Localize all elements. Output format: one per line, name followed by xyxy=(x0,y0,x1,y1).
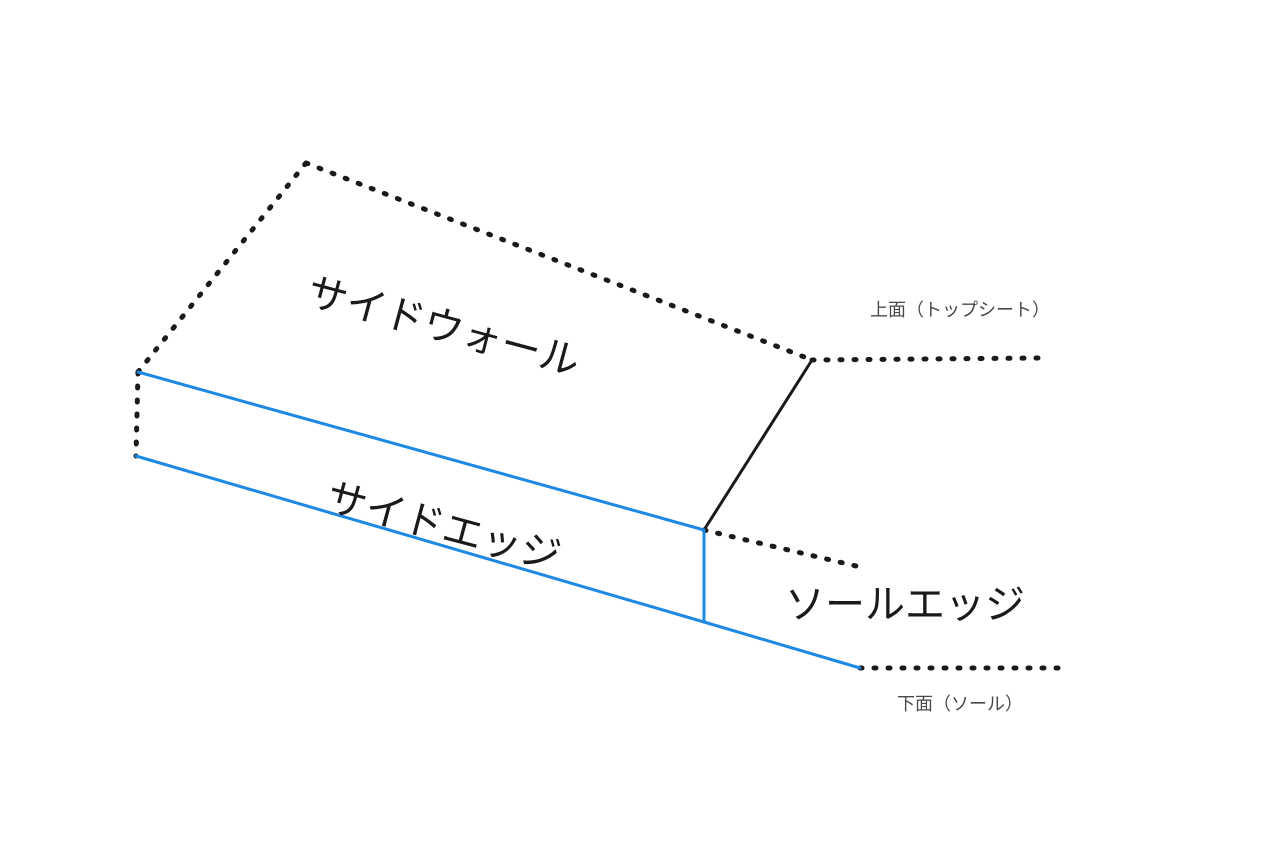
label-sole-edge: ソールエッジ xyxy=(785,583,1025,627)
label-top-face: 上面（トップシート） xyxy=(870,300,1050,320)
edge-diagram: サイドウォール サイドエッジ ソールエッジ 上面（トップシート） 下面（ソール） xyxy=(0,0,1280,854)
label-bottom-face: 下面（ソール） xyxy=(897,694,1023,714)
label-sidewall: サイドウォール xyxy=(302,270,584,385)
label-side-edge: サイドエッジ xyxy=(322,475,565,580)
